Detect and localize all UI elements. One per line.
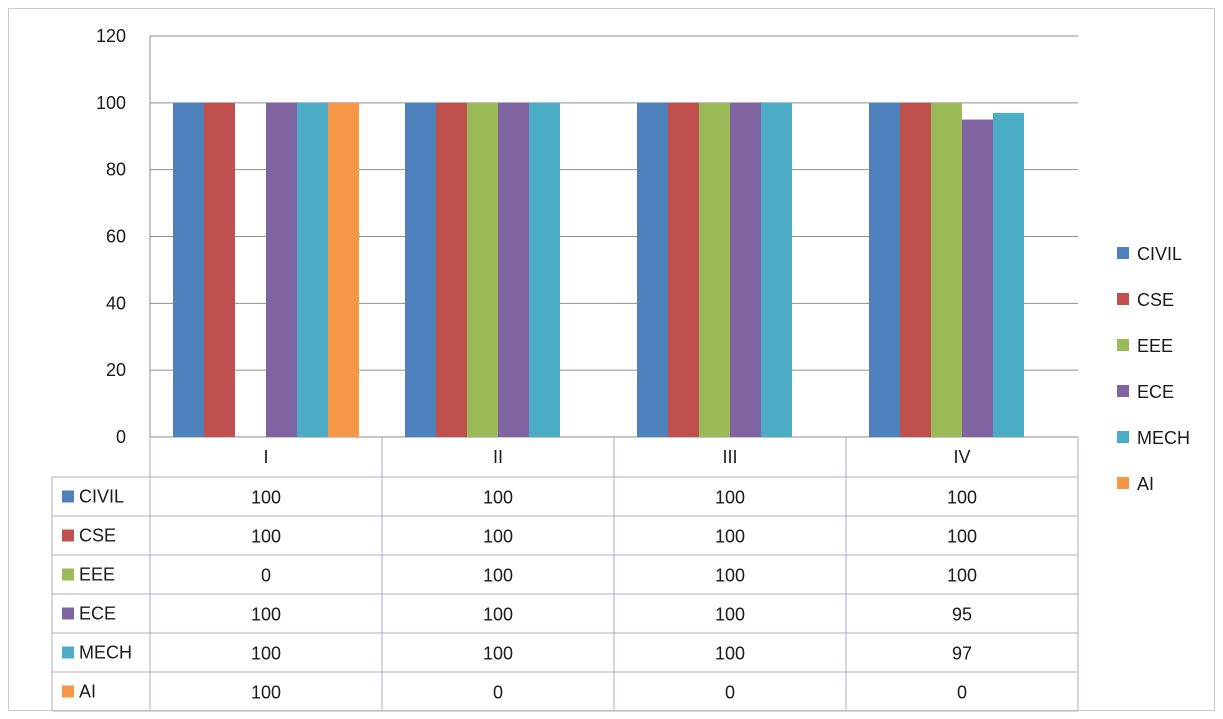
bar-civil-iv	[869, 102, 900, 437]
bar-eee-iv	[931, 102, 962, 437]
table-cell-value: 100	[715, 644, 745, 664]
table-series-name: CSE	[79, 526, 116, 546]
table-series-name: ECE	[79, 604, 116, 624]
table-cell-value: 100	[483, 566, 513, 586]
table-cell-value: 100	[715, 605, 745, 625]
bar-mech-iv	[993, 112, 1024, 437]
legend-entry-civil: CIVIL	[1137, 244, 1182, 264]
bar-cse-iii	[668, 102, 699, 437]
table-cell-value: 100	[251, 527, 281, 547]
table-cell-value: 100	[251, 488, 281, 508]
y-tick-label: 100	[96, 93, 126, 113]
table-series-name: AI	[79, 682, 96, 702]
table-key-ai	[62, 685, 74, 698]
bar-cse-iv	[900, 102, 931, 437]
category-label: II	[493, 447, 503, 467]
table-key-mech	[62, 646, 74, 659]
table-cell-value: 100	[251, 644, 281, 664]
bar-ece-iv	[962, 119, 993, 438]
bar-ece-ii	[498, 102, 529, 437]
table-cell-value: 100	[483, 527, 513, 547]
bar-cse-ii	[436, 102, 467, 437]
bar-civil-iii	[637, 102, 668, 437]
bar-ece-i	[266, 102, 297, 437]
table-cell-value: 95	[952, 605, 972, 625]
bar-mech-iii	[761, 102, 792, 437]
table-cell-value: 100	[947, 488, 977, 508]
table-cell-value: 100	[715, 527, 745, 547]
bar-ai-i	[328, 102, 359, 437]
legend-key-ai	[1117, 477, 1129, 489]
bars	[173, 102, 1024, 438]
table-cell-value: 100	[251, 605, 281, 625]
table-key-cse	[62, 529, 74, 542]
bar-civil-i	[173, 102, 204, 437]
legend: CIVIL CSE EEE ECE MECH AI	[1117, 244, 1190, 494]
legend-key-ece	[1117, 385, 1129, 397]
table-cell-value: 97	[952, 644, 972, 664]
table-cell-value: 100	[251, 683, 281, 703]
table-cell-value: 100	[715, 566, 745, 586]
category-label: IV	[953, 447, 970, 467]
category-label: III	[722, 447, 737, 467]
table-key-ece	[62, 607, 74, 620]
table-series-name: CIVIL	[79, 487, 124, 507]
table-cell-value: 0	[493, 683, 503, 703]
table-series-name: MECH	[79, 643, 132, 663]
bar-mech-ii	[529, 102, 560, 437]
table-cell-value: 100	[483, 605, 513, 625]
y-axis: 0 20 40 60 80 100 120	[96, 26, 151, 447]
legend-entry-ece: ECE	[1137, 382, 1174, 402]
table-cell-value: 100	[483, 644, 513, 664]
legend-entry-cse: CSE	[1137, 290, 1174, 310]
legend-entry-ai: AI	[1137, 474, 1154, 494]
table-cell-value: 0	[261, 566, 271, 586]
table-key-civil	[62, 490, 74, 503]
table-cell-value: 100	[947, 527, 977, 547]
y-tick-label: 40	[106, 293, 126, 313]
bar-cse-i	[204, 102, 235, 437]
table-cell-value: 0	[725, 683, 735, 703]
bar-eee-ii	[467, 102, 498, 437]
y-tick-label: 120	[96, 26, 126, 46]
table-cell-value: 100	[483, 488, 513, 508]
category-label: I	[263, 447, 268, 467]
table-cell-value: 100	[715, 488, 745, 508]
legend-key-civil	[1117, 247, 1129, 259]
y-tick-label: 60	[106, 227, 126, 247]
bar-civil-ii	[405, 102, 436, 437]
table-series-name: EEE	[79, 565, 115, 585]
legend-entry-mech: MECH	[1137, 428, 1190, 448]
y-tick-label: 80	[106, 160, 126, 180]
legend-key-cse	[1117, 293, 1129, 305]
bar-eee-iii	[699, 102, 730, 437]
table-key-eee	[62, 568, 74, 581]
bar-mech-i	[297, 102, 328, 437]
y-tick-label: 0	[116, 427, 126, 447]
bar-ece-iii	[730, 102, 761, 437]
legend-entry-eee: EEE	[1137, 336, 1173, 356]
table-cell-value: 0	[957, 683, 967, 703]
y-tick-label: 20	[106, 360, 126, 380]
table-cell-value: 100	[947, 566, 977, 586]
legend-key-mech	[1117, 431, 1129, 443]
legend-key-eee	[1117, 339, 1129, 351]
